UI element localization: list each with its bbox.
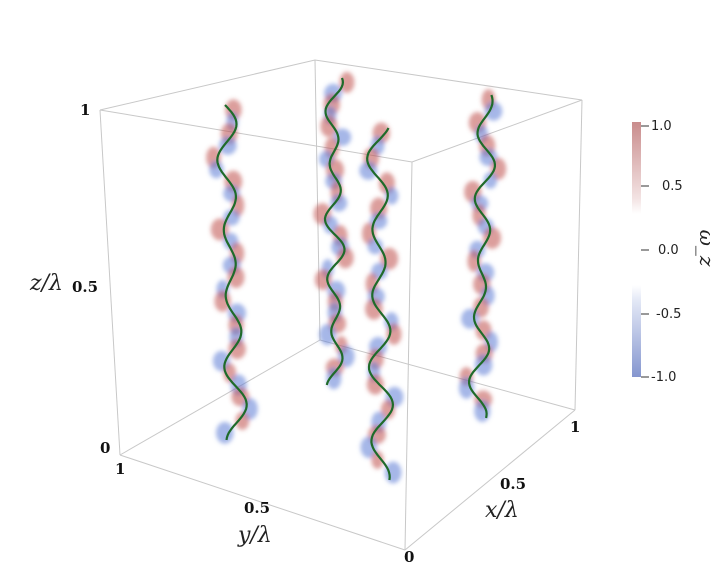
z-axis-label: z/λ (29, 271, 63, 296)
filament-core-line (366, 127, 395, 481)
vortex-filament-2 (313, 71, 355, 390)
vorticity-blob (223, 209, 240, 226)
vorticity-blob (380, 399, 396, 420)
y-tick-0.5: 0.5 (244, 499, 270, 517)
vortex-filament-3 (359, 122, 404, 484)
vorticity-blob (467, 250, 481, 272)
vorticity-blob (216, 421, 234, 444)
vorticity-blob (366, 374, 384, 395)
vorticity-blob (235, 411, 250, 430)
vorticity-blob (209, 160, 224, 179)
z-tick-1: 1 (80, 101, 90, 119)
vorticity-blob (320, 115, 338, 138)
y-tick-0: 0 (404, 548, 414, 565)
vorticity-blob (218, 136, 237, 155)
x-tick-1: 1 (570, 418, 580, 436)
vorticity-blob (483, 227, 502, 249)
x-axis-label: x/λ (485, 498, 519, 523)
vorticity-blob (367, 238, 383, 255)
vortex-filaments (206, 71, 507, 484)
vorticity-blob (474, 354, 493, 376)
colorbar: 1.0 0.5 0.0 -0.5 -1.0 ω_z (632, 119, 719, 385)
vorticity-blob (227, 266, 245, 289)
vorticity-blob (359, 161, 378, 180)
colorbar-tick-0.0: 0.0 (658, 243, 679, 258)
colorbar-tick-minus-1.0: -1.0 (651, 370, 676, 385)
vorticity-blob (330, 194, 348, 212)
vorticity-blob (483, 172, 498, 189)
colorbar-tick-1.0: 1.0 (651, 119, 672, 134)
vorticity-blob (371, 450, 384, 469)
vorticity-blob (360, 436, 378, 459)
colorbar-tick-0.5: 0.5 (662, 179, 683, 194)
colorbar-gradient (632, 122, 641, 377)
filament-core-line (468, 94, 496, 419)
vorticity-blob (484, 101, 503, 121)
bounding-cube (99, 59, 583, 551)
vorticity-blob (385, 187, 399, 205)
colorbar-title: ω_z (695, 230, 719, 267)
colorbar-tick-minus-0.5: -0.5 (656, 307, 681, 322)
vorticity-blob (458, 377, 475, 399)
vorticity-blob (326, 367, 342, 390)
y-tick-1: 1 (115, 460, 125, 478)
vorticity-blob (228, 339, 246, 360)
z-tick-0.5: 0.5 (72, 278, 98, 296)
vorticity-blob (339, 71, 355, 93)
vortex-filament-1 (206, 99, 258, 444)
x-tick-0.5: 0.5 (500, 475, 526, 493)
vorticity-blob (323, 216, 338, 234)
filament-core-line (216, 104, 248, 441)
vorticity-blob (319, 324, 336, 346)
vorticity-blob (384, 461, 402, 484)
vortex-filament-4 (458, 89, 507, 422)
filament-core-line (323, 77, 346, 386)
vorticity-blob (336, 247, 354, 269)
vorticity-blob (365, 298, 383, 320)
y-axis-label: y/λ (237, 523, 272, 548)
vorticity-blob (214, 290, 231, 312)
z-tick-0: 0 (100, 439, 110, 457)
vorticity-blob (473, 297, 489, 318)
